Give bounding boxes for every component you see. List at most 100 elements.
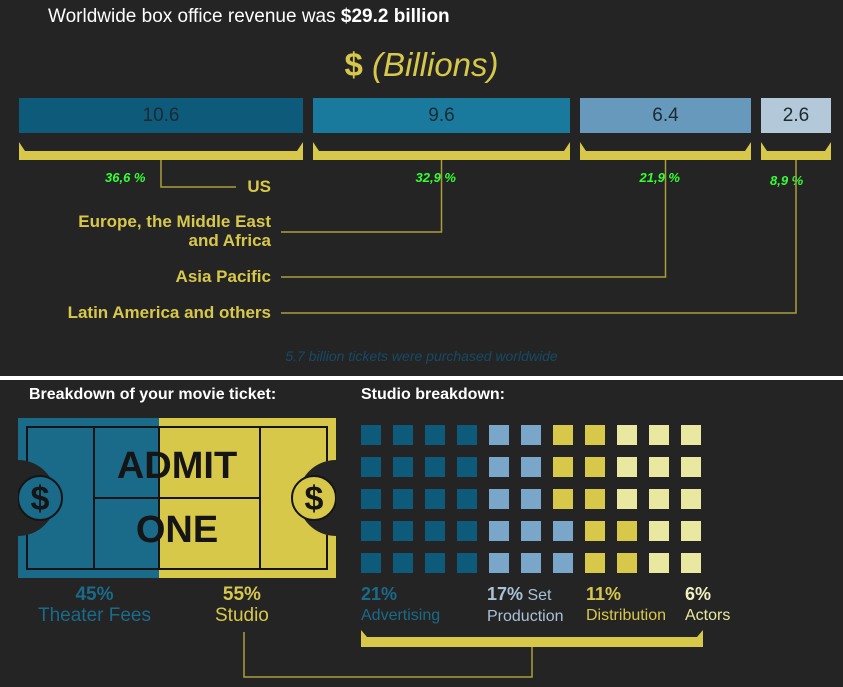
studio-square-advertising [425,489,445,509]
studio-square-distribution [617,521,637,541]
headline-value: $29.2 billion [340,6,450,27]
dollar-icon: $ [31,480,50,518]
revenue-bar-1: 9.6 [313,98,570,133]
unit-text: (Billions) [372,46,499,83]
studio-square-set-production [521,457,541,477]
studio-square-advertising [425,521,445,541]
studio-square-advertising [361,521,381,541]
studio-square-set-production [553,553,573,573]
region-label-line: Latin America and others [67,303,271,322]
ticket-body [18,418,336,578]
studio-square-set-production [489,489,509,509]
studio-legend-label: Distribution [586,607,667,624]
studio-squares-grid [361,425,701,573]
studio-legend-label: Actors [685,607,731,624]
bracket-3 [761,142,831,160]
connector-line-1 [281,160,443,233]
unit-symbol: $ [344,46,363,83]
studio-square-actors [681,553,701,573]
region-label-3: Latin America and others [68,303,271,322]
studio-square-advertising [393,553,413,573]
studio-square-set-production [521,425,541,445]
region-label-line: Asia Pacific [175,267,271,286]
studio-legend-label: Set [523,587,552,604]
percent-label-0: 36,6 % [105,170,146,185]
revenue-bar-2: 6.4 [580,98,751,133]
studio-square-advertising [393,425,413,445]
bracket-2 [580,142,751,160]
dollar-circle-1 [291,475,336,521]
bottom-connector [243,630,703,678]
region-label-line: US [247,177,271,196]
connector-line-2 [281,160,667,278]
headline-prefix: Worldwide box office revenue was [48,6,341,27]
studio-square-actors [681,425,701,445]
revenue-bar-0: 10.6 [19,98,303,133]
studio-square-distribution [553,425,573,445]
ticket-section-title: Breakdown of your movie ticket: [29,386,277,403]
studio-square-advertising [393,521,413,541]
studio-square-distribution [585,425,605,445]
headline: Worldwide box office revenue was $29.2 b… [48,6,450,28]
studio-square-distribution [553,457,573,477]
studio-connector-line [243,632,533,678]
studio-legend-value: 6% [685,584,712,604]
revenue-bar-3: 2.6 [761,98,831,133]
studio-square-advertising [393,489,413,509]
studio-square-actors [681,521,701,541]
studio-square-set-production [521,521,541,541]
studio-legend-value: 11% [586,584,622,604]
studio-square-actors [649,553,669,573]
region-label-1: Europe, the Middle East and Africa [78,212,271,250]
studio-legend-0: 21% Advertising [361,584,440,626]
studio-square-set-production [489,457,509,477]
studio-legend-label: Advertising [361,607,441,624]
studio-square-advertising [361,425,381,445]
studio-square-distribution [617,553,637,573]
percent-label-1: 32,9 % [415,170,456,185]
region-label-line: Europe, the Middle East [78,212,271,231]
studio-legend-value: 21% [361,584,398,604]
studio-square-set-production [553,521,573,541]
connector-line-3 [281,160,797,314]
studio-square-distribution [585,553,605,573]
studio-square-distribution [585,489,605,509]
studio-square-advertising [361,489,381,509]
studio-square-actors [649,457,669,477]
studio-square-advertising [457,521,477,541]
studio-square-actors [681,489,701,509]
region-label-0: US [247,177,271,196]
studio-square-actors [649,489,669,509]
bracket-1 [313,142,570,160]
ticket-legend-0: 45% Theater Fees [38,584,151,626]
percent-label-3: 8,9 % [770,173,804,188]
unit-label: $ (Billions) [0,46,843,84]
ticket-one-text: ONE [136,509,218,551]
studio-legend-value: 17% [487,584,524,604]
studio-square-actors [649,521,669,541]
studio-square-actors [617,425,637,445]
studio-square-set-production [489,553,509,573]
ticket-legend-label: Theater Fees [38,605,151,626]
ticket-legend-value: 55% [222,584,261,605]
ticket-legend-value: 45% [75,584,114,605]
studio-bracket [361,630,703,647]
studio-legend-label: Production [487,608,564,625]
tickets-note: 5.7 billion tickets were purchased world… [285,348,558,364]
revenue-chart: 10.6 9.6 6.4 2.6 US Europe, the Middle East an… [19,98,831,322]
studio-legend-1: 17% Set Production [487,584,564,627]
studio-square-distribution [553,489,573,509]
studio-square-advertising [361,553,381,573]
studio-legend-2: 11% Distribution [586,584,666,626]
studio-square-advertising [425,425,445,445]
studio-square-set-production [489,521,509,541]
studio-legend-3: 6% Actors [685,584,730,626]
bracket-0 [19,142,303,160]
revenue-brackets [19,142,831,314]
studio-square-actors [649,425,669,445]
studio-square-advertising [457,489,477,509]
studio-square-set-production [521,553,541,573]
ticket-admit-text: ADMIT [117,445,237,487]
ticket-legend-label: Studio [215,605,269,626]
admit-one-ticket: $ $ ADMIT ONE [18,418,336,578]
